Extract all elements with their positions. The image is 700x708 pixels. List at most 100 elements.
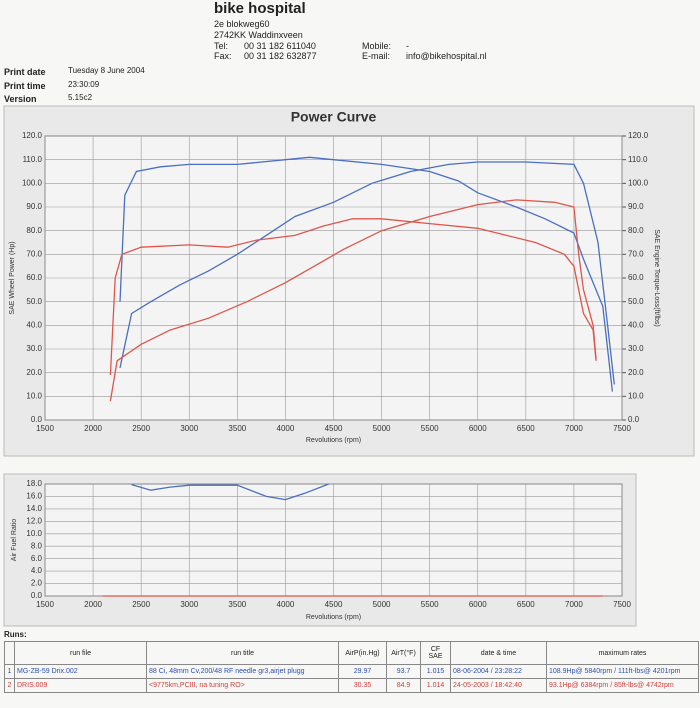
print-label: Version	[4, 94, 37, 104]
y-tick-label: 60.0	[26, 273, 42, 282]
x-tick-label: 2000	[84, 600, 102, 609]
y-tick-label: 8.0	[31, 541, 43, 550]
y-tick-label: 70.0	[26, 249, 42, 258]
x-tick-label: 3500	[228, 600, 246, 609]
company-name: bike hospital	[214, 0, 306, 17]
cell: 93.7	[386, 664, 421, 679]
x-tick-label: 5000	[373, 424, 391, 433]
x-tick-label: 4000	[277, 600, 295, 609]
y2-tick-label: 110.0	[628, 155, 648, 164]
cell: 88 Ci, 48mm Cv,200/48 RF needle gr3,airj…	[146, 664, 339, 679]
y2-tick-label: 60.0	[628, 273, 644, 282]
x-tick-label: 6000	[469, 600, 487, 609]
x-tick-label: 3000	[180, 424, 198, 433]
y2-tick-label: 80.0	[628, 226, 644, 235]
y2-tick-label: 120.0	[628, 131, 649, 140]
y2-tick-label: 20.0	[628, 368, 644, 377]
y-tick-label: 30.0	[26, 344, 42, 353]
cell: DRIS.009	[14, 678, 147, 693]
y2-axis-label: SAE Engine Torque-Loss(ft/lbs)	[653, 229, 660, 327]
header-cell: CF SAE	[420, 641, 451, 665]
y-tick-label: 10.0	[26, 529, 42, 538]
x-tick-label: 4500	[325, 424, 343, 433]
header-cell	[4, 641, 15, 665]
cell: 30.35	[338, 678, 387, 693]
contact-value: 00 31 182 632877	[244, 51, 317, 61]
y-tick-label: 6.0	[31, 554, 43, 563]
x-tick-label: 4500	[325, 600, 343, 609]
y-tick-label: 14.0	[26, 504, 42, 513]
x-tick-label: 6000	[469, 424, 487, 433]
contact-value: 00 31 182 611040	[244, 41, 316, 51]
cell: MG-ZB-59 Drix.002	[14, 664, 147, 679]
run-row: 2 DRIS.009 <9775km,PCIII, na tuning RO> …	[4, 678, 699, 693]
x-tick-label: 5500	[421, 424, 439, 433]
x-tick-label: 1500	[36, 424, 54, 433]
x-tick-label: 7000	[565, 600, 583, 609]
x-tick-label: 5000	[373, 600, 391, 609]
y2-tick-label: 70.0	[628, 249, 644, 258]
series-line	[109, 199, 597, 402]
print-value: 5.15c2	[68, 93, 93, 102]
run-row: 1 MG-ZB-59 Drix.002 88 Ci, 48mm Cv,200/4…	[4, 664, 699, 679]
y-axis-label: SAE Wheel Power (Hp)	[9, 241, 16, 314]
cell: 1.014	[420, 678, 451, 693]
header-row: run file run title AirP(in.Hg) AirT(°F) …	[4, 641, 699, 665]
y-tick-label: 0.0	[31, 415, 43, 424]
y-tick-label: 100.0	[22, 178, 43, 187]
y-tick-label: 110.0	[23, 155, 43, 164]
series-line	[119, 161, 615, 385]
series-line	[119, 156, 614, 392]
series-line	[131, 483, 329, 501]
x-axis-label: Revolutions (rpm)	[306, 614, 361, 621]
y2-tick-label: 0.0	[628, 415, 640, 424]
cell: 1	[4, 664, 15, 679]
x-tick-label: 2000	[84, 424, 102, 433]
x-tick-label: 6500	[517, 424, 535, 433]
x-tick-label: 4000	[277, 424, 295, 433]
x-tick-label: 2500	[132, 600, 150, 609]
header-cell: maximum rates	[546, 641, 699, 665]
x-tick-label: 3000	[180, 600, 198, 609]
y-tick-label: 120.0	[22, 131, 43, 140]
x-tick-label: 3500	[228, 424, 246, 433]
series-line	[109, 218, 597, 376]
y2-tick-label: 30.0	[628, 344, 644, 353]
print-value: 23:30:09	[68, 80, 100, 89]
x-axis-label: Revolutions (rpm)	[306, 437, 361, 444]
y2-tick-label: 40.0	[628, 320, 644, 329]
x-tick-label: 7000	[565, 424, 583, 433]
y-tick-label: 4.0	[31, 566, 43, 575]
y-tick-label: 10.0	[26, 391, 42, 400]
address-line: 2e blokweg60	[214, 19, 270, 29]
y-tick-label: 40.0	[26, 320, 42, 329]
cell: 2	[4, 678, 15, 693]
contact-value: info@bikehospital.nl	[406, 51, 487, 61]
print-label: Print date	[4, 67, 46, 77]
y-tick-label: 20.0	[26, 368, 42, 377]
print-label: Print time	[4, 81, 46, 91]
address-line: 2742KK Waddinxveen	[214, 30, 303, 40]
header-cell: date & time	[450, 641, 547, 665]
y-tick-label: 50.0	[26, 297, 42, 306]
charts: Power Curve 0.0 10.0 20.0 30.0 40.0 50.0 60.0 70…	[3, 105, 695, 627]
header-cell: AirP(in.Hg)	[338, 641, 387, 665]
header-cell: AirT(°F)	[386, 641, 421, 665]
cell: 108.9Hp@ 5840rpm / 111ft-lbs@ 4201rpm	[546, 664, 699, 679]
y2-tick-label: 90.0	[628, 202, 644, 211]
print-value: Tuesday 8 June 2004	[68, 66, 145, 75]
cell: <9775km,PCIII, na tuning RO>	[146, 678, 339, 693]
y-tick-label: 2.0	[31, 579, 43, 588]
x-tick-label: 7500	[613, 600, 631, 609]
y2-tick-label: 10.0	[628, 391, 644, 400]
y-axis-label: Air Fuel Ratio	[11, 519, 18, 562]
y-tick-label: 12.0	[26, 516, 42, 525]
y-tick-label: 80.0	[26, 226, 42, 235]
cell: 1.015	[420, 664, 451, 679]
cell: 93.1Hp@ 6384rpm / 85ft-lbs@ 4742rpm	[546, 678, 699, 693]
y-tick-label: 0.0	[31, 591, 43, 600]
y-tick-label: 18.0	[26, 479, 42, 488]
header-cell: run file	[14, 641, 147, 665]
contact-label: E-mail:	[362, 51, 391, 61]
